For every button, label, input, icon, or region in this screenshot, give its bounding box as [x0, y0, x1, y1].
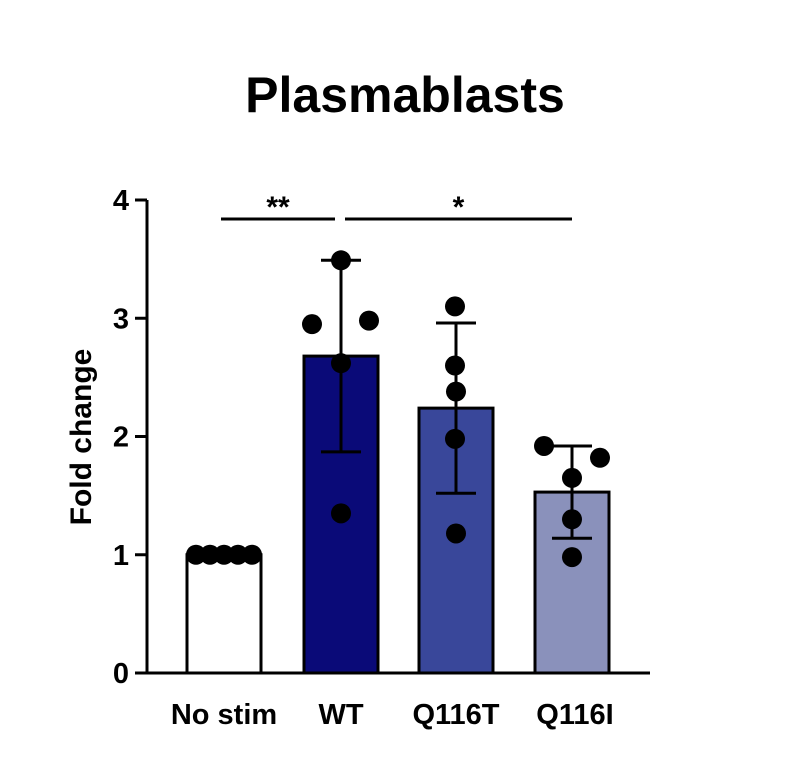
significance-label: **	[266, 191, 290, 224]
data-point	[446, 381, 466, 402]
data-point	[446, 523, 466, 544]
data-point	[200, 544, 220, 565]
y-tick-label: 1	[113, 540, 129, 572]
data-point	[359, 310, 379, 331]
chart-title: Plasmablasts	[245, 67, 565, 123]
x-tick-label: WT	[318, 699, 363, 731]
y-tick-label: 4	[113, 185, 129, 217]
data-point	[242, 544, 262, 565]
data-point	[445, 355, 465, 376]
y-tick-label: 3	[113, 303, 129, 335]
y-tick-label: 2	[113, 422, 129, 454]
data-point	[534, 435, 554, 456]
data-point	[331, 503, 351, 524]
data-point	[562, 509, 582, 530]
data-point	[214, 544, 234, 565]
bar-no-stim	[185, 553, 263, 675]
x-tick-label: Q116T	[412, 699, 499, 731]
data-point	[228, 544, 248, 565]
x-tick-label: No stim	[171, 699, 277, 731]
data-point	[562, 547, 582, 568]
data-point	[445, 296, 465, 317]
data-point	[590, 447, 610, 468]
y-axis-label: Fold change	[65, 349, 98, 526]
data-point	[562, 467, 582, 488]
significance-label: *	[453, 191, 465, 224]
data-point	[445, 428, 465, 449]
data-point	[302, 314, 322, 335]
y-tick-label: 0	[113, 658, 129, 690]
data-point	[331, 353, 351, 374]
x-tick-label: Q116I	[536, 699, 613, 731]
data-point	[331, 250, 351, 271]
data-point	[186, 544, 206, 565]
